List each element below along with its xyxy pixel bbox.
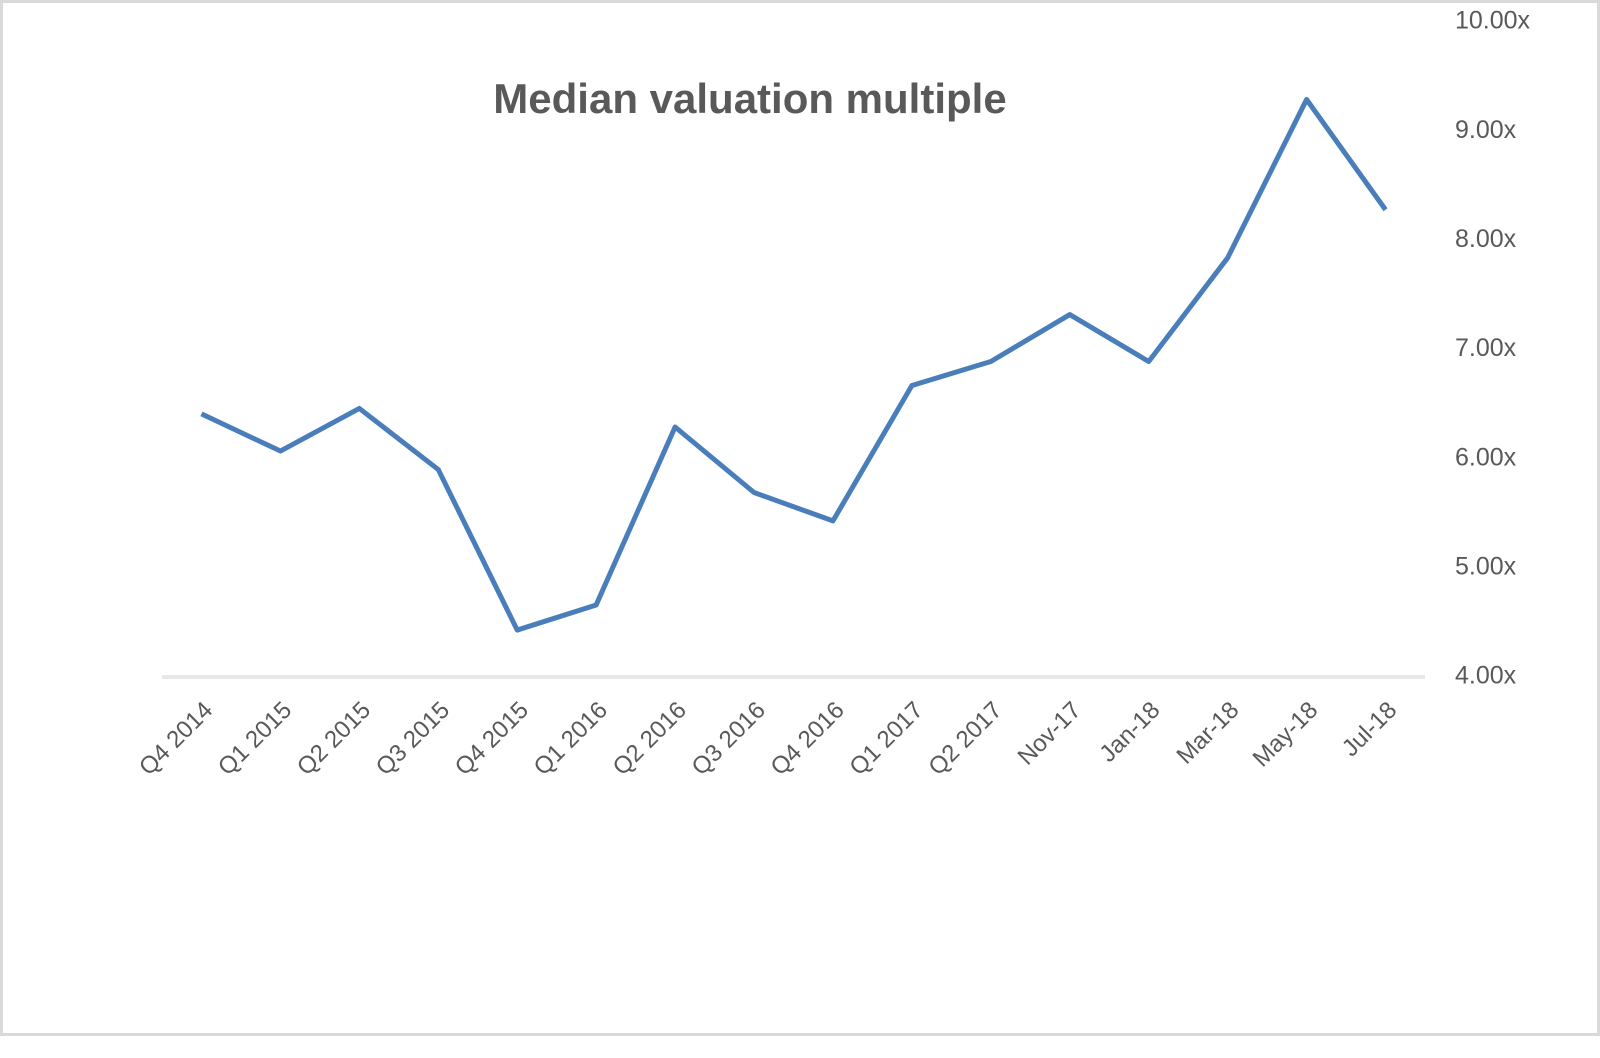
y-tick-label: 4.00x [1455,662,1517,690]
y-tick-label: 9.00x [1455,116,1517,144]
y-tick-label: 5.00x [1455,552,1517,580]
chart-frame [0,0,1600,1036]
data-line [200,97,1388,633]
chart-title: Median valuation multiple [493,75,1006,122]
y-tick-label: 10.00x [1455,7,1531,35]
y-tick-label: 7.00x [1455,334,1517,362]
y-tick-label: 8.00x [1455,225,1517,253]
y-tick-label: 6.00x [1455,443,1517,471]
